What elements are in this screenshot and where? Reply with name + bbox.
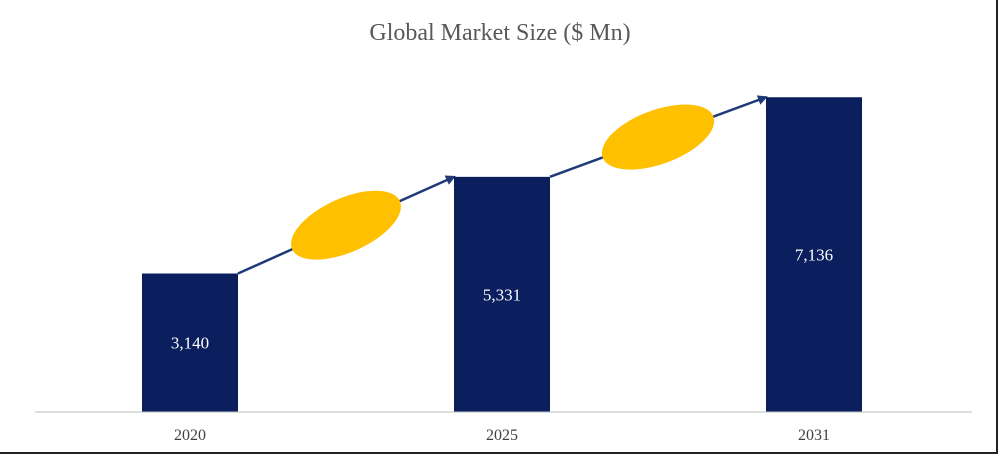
x-tick-label-2031: 2031 xyxy=(798,427,830,444)
x-tick-label-2020: 2020 xyxy=(174,427,206,444)
growth-indicators xyxy=(237,95,768,275)
bar-2020 xyxy=(142,273,238,412)
data-labels: 3,140 5,331 7,136 xyxy=(171,246,833,353)
data-label-2031: 7,136 xyxy=(795,246,833,265)
chart-title: Global Market Size ($ Mn) xyxy=(369,20,630,46)
growth-ellipse-2 xyxy=(601,104,715,170)
growth-ellipse-1 xyxy=(291,190,401,260)
data-label-2020: 3,140 xyxy=(171,334,209,353)
x-axis-ticks: 2020 2025 2031 xyxy=(174,427,830,444)
x-tick-label-2025: 2025 xyxy=(486,427,518,444)
bars xyxy=(142,97,862,412)
data-label-2025: 5,331 xyxy=(483,285,521,304)
bar-2031 xyxy=(766,97,862,412)
bar-2025 xyxy=(454,176,550,412)
